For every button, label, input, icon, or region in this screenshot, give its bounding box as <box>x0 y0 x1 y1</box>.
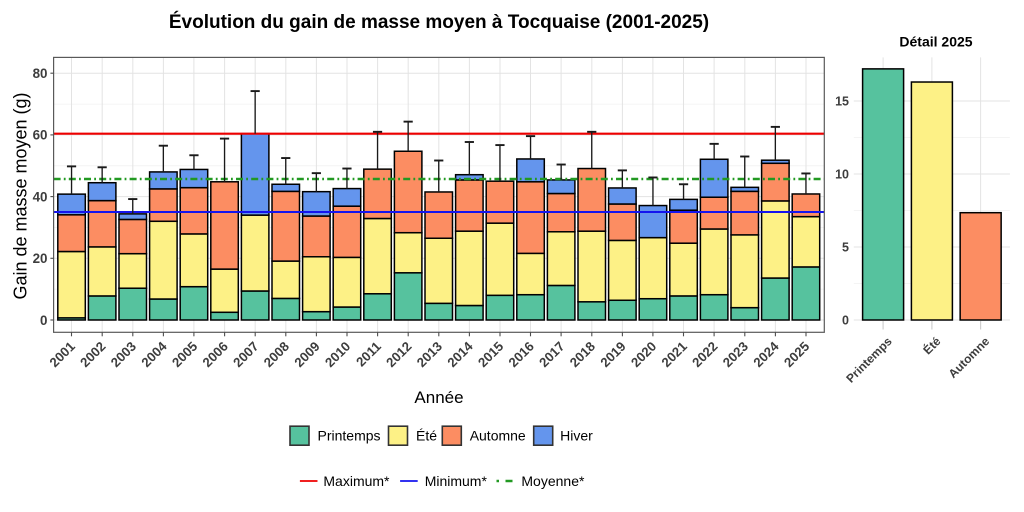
svg-text:Été: Été <box>416 427 437 443</box>
svg-text:Automne: Automne <box>470 427 526 443</box>
svg-text:15: 15 <box>835 94 849 108</box>
svg-text:10: 10 <box>835 167 849 181</box>
svg-text:60: 60 <box>33 128 48 143</box>
svg-text:80: 80 <box>33 66 48 81</box>
svg-text:Évolution du gain de masse moy: Évolution du gain de masse moyen à Tocqu… <box>169 11 709 33</box>
svg-text:Hiver: Hiver <box>560 427 593 443</box>
svg-text:Printemps: Printemps <box>318 427 381 443</box>
svg-text:Minimum*: Minimum* <box>425 473 488 489</box>
svg-text:0: 0 <box>842 313 849 327</box>
svg-text:40: 40 <box>33 189 48 204</box>
svg-text:Maximum*: Maximum* <box>323 473 390 489</box>
svg-text:Détail 2025: Détail 2025 <box>899 34 972 50</box>
svg-text:Moyenne*: Moyenne* <box>521 473 585 489</box>
svg-text:Gain de masse moyen (g): Gain de masse moyen (g) <box>11 92 31 299</box>
svg-text:20: 20 <box>33 251 48 266</box>
svg-text:0: 0 <box>40 313 47 328</box>
svg-text:5: 5 <box>842 240 849 254</box>
svg-text:Année: Année <box>414 388 463 407</box>
